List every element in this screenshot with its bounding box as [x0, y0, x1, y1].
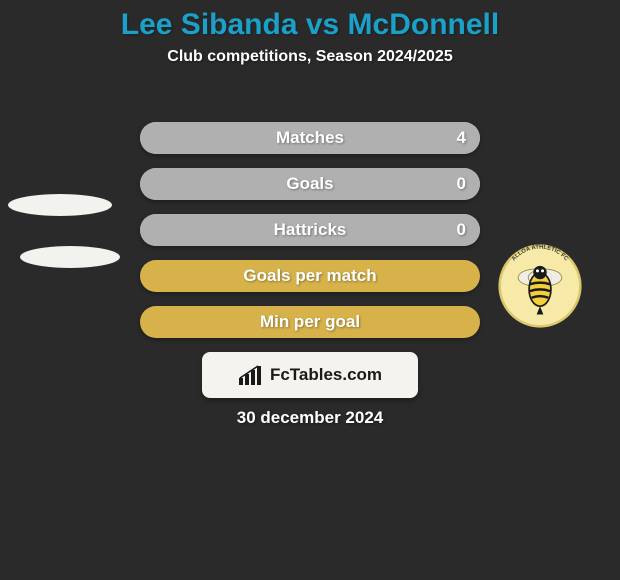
stat-label: Goals per match — [243, 266, 376, 286]
bars-logo-icon — [238, 364, 264, 386]
stat-row: Goals 0 — [140, 168, 480, 200]
stats-bars: Matches 4 Goals 0 Hattricks 0 Goals per match M… — [140, 122, 480, 352]
comparison-infographic: Lee Sibanda vs McDonnell Club competitio… — [0, 0, 620, 580]
stat-value-right: 0 — [457, 220, 466, 240]
stat-label: Goals — [286, 174, 333, 194]
stat-row: Matches 4 — [140, 122, 480, 154]
stat-label: Min per goal — [260, 312, 360, 332]
site-badge: FcTables.com — [202, 352, 418, 398]
stat-label: Hattricks — [274, 220, 347, 240]
stat-value-right: 4 — [457, 128, 466, 148]
stat-row: Min per goal — [140, 306, 480, 338]
stat-row: Goals per match — [140, 260, 480, 292]
player-avatar-placeholder — [20, 246, 120, 268]
stat-value-right: 0 — [457, 174, 466, 194]
stat-row: Hattricks 0 — [140, 214, 480, 246]
site-name: FcTables.com — [270, 365, 382, 385]
player-avatar-placeholder — [8, 194, 112, 216]
subtitle: Club competitions, Season 2024/2025 — [0, 48, 620, 66]
club-badge-right: ALLOA ATHLETIC FC — [498, 244, 582, 328]
wasp-badge-icon: ALLOA ATHLETIC FC — [498, 244, 582, 328]
page-title: Lee Sibanda vs McDonnell — [0, 0, 620, 42]
generated-date: 30 december 2024 — [0, 408, 620, 428]
stat-label: Matches — [276, 128, 344, 148]
